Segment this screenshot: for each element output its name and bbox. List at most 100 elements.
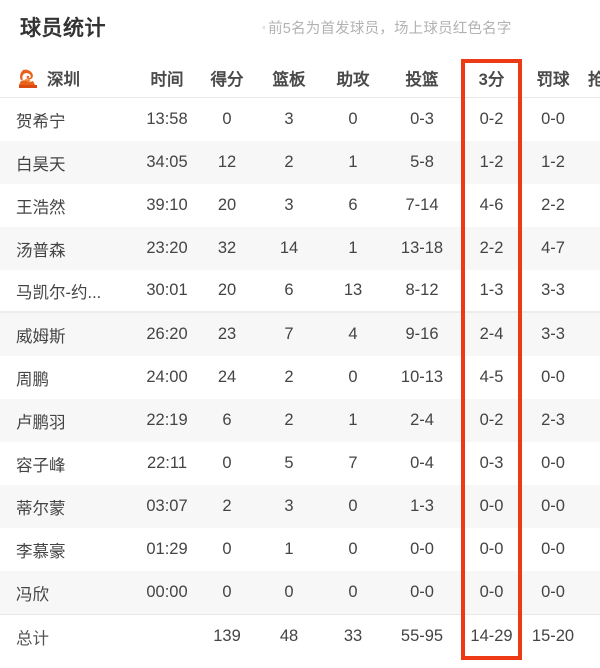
cell-min: 22:19 xyxy=(146,411,188,429)
cell-pts: 0 xyxy=(222,583,232,601)
cell-min: 34:05 xyxy=(146,153,188,171)
cell-ft: 0-0 xyxy=(541,368,565,386)
bullet-icon: ◦ xyxy=(262,22,267,34)
cell-name: 贺希宁 xyxy=(16,112,66,131)
table-row[interactable]: 威姆斯 26:20 23 7 4 9-16 2-4 3-3 xyxy=(0,313,600,356)
cell-ast: 0 xyxy=(348,368,358,386)
table-header-fg[interactable]: 投篮 xyxy=(405,70,439,89)
table-row[interactable]: 马凯尔-约... 30:01 20 6 13 8-12 1-3 3-3 xyxy=(0,270,600,313)
total-cell-fg: 55-95 xyxy=(400,627,444,645)
cell-reb: 3 xyxy=(284,196,294,214)
cell-name: 威姆斯 xyxy=(16,327,66,346)
total-cell-ast: 33 xyxy=(343,627,363,645)
total-cell-name: 总计 xyxy=(16,629,49,648)
cell-min: 23:20 xyxy=(146,239,188,257)
cell-pts: 20 xyxy=(217,281,237,299)
cell-reb: 5 xyxy=(284,454,294,472)
cell-ft: 1-2 xyxy=(541,153,565,171)
table-header-ast[interactable]: 助攻 xyxy=(336,70,370,89)
cell-reb: 6 xyxy=(284,281,294,299)
cell-name: 容子峰 xyxy=(16,456,66,475)
cell-ast: 1 xyxy=(348,411,358,429)
cell-fg: 5-8 xyxy=(410,153,434,171)
table-row[interactable]: 白昊天 34:05 12 2 1 5-8 1-2 1-2 xyxy=(0,141,600,184)
cell-tp: 0-3 xyxy=(479,454,504,472)
cell-stl xyxy=(588,141,600,184)
cell-tp: 2-4 xyxy=(479,325,504,343)
cell-ast: 0 xyxy=(348,540,358,558)
total-cell-tp: 14-29 xyxy=(470,627,513,645)
table-header-min[interactable]: 时间 xyxy=(150,70,184,89)
cell-ast: 1 xyxy=(348,239,358,257)
cell-min: 03:07 xyxy=(146,497,188,515)
table-header-tp[interactable]: 3分 xyxy=(478,70,505,89)
cell-ast: 13 xyxy=(343,281,363,299)
cell-fg: 10-13 xyxy=(400,368,444,386)
cell-stl xyxy=(588,528,600,571)
cell-fg: 1-3 xyxy=(410,497,434,515)
cell-tp: 0-0 xyxy=(479,540,504,558)
total-cell-min xyxy=(132,615,202,658)
cell-stl xyxy=(588,270,600,311)
page-title: 球员统计 xyxy=(20,17,106,40)
cell-ft: 4-7 xyxy=(541,239,565,257)
cell-fg: 8-12 xyxy=(405,281,439,299)
cell-ast: 6 xyxy=(348,196,358,214)
total-cell-stl xyxy=(588,615,600,658)
page-header: 球员统计 ◦ 前5名为首发球员，场上球员红色名字 xyxy=(0,0,600,58)
table-row[interactable]: 汤普森 23:20 32 14 1 13-18 2-2 4-7 xyxy=(0,227,600,270)
cell-reb: 0 xyxy=(284,583,294,601)
cell-fg: 13-18 xyxy=(400,239,444,257)
cell-min: 00:00 xyxy=(146,583,188,601)
cell-fg: 7-14 xyxy=(405,196,439,214)
table-header-stl[interactable]: 抢 xyxy=(588,70,600,89)
cell-stl xyxy=(588,571,600,614)
cell-ast: 7 xyxy=(348,454,358,472)
table-header-ft[interactable]: 罚球 xyxy=(536,70,570,89)
starters-note: ◦ 前5名为首发球员，场上球员红色名字 xyxy=(262,17,512,38)
table-header-team[interactable]: 深圳 xyxy=(16,58,138,97)
table-row[interactable]: 贺希宁 13:58 0 3 0 0-3 0-2 0-0 xyxy=(0,98,600,141)
cell-pts: 2 xyxy=(222,497,232,515)
total-cell-pts: 139 xyxy=(213,627,241,645)
table-row[interactable]: 卢鹏羽 22:19 6 2 1 2-4 0-2 2-3 xyxy=(0,399,600,442)
cell-name: 马凯尔-约... xyxy=(16,283,102,302)
cell-ft: 0-0 xyxy=(541,110,565,128)
table-header-reb[interactable]: 篮板 xyxy=(272,70,306,89)
cell-tp: 2-2 xyxy=(479,239,504,257)
cell-reb: 14 xyxy=(279,239,299,257)
table-row[interactable]: 冯欣 00:00 0 0 0 0-0 0-0 0-0 xyxy=(0,571,600,614)
cell-pts: 6 xyxy=(222,411,232,429)
table-row[interactable]: 李慕豪 01:29 0 1 0 0-0 0-0 0-0 xyxy=(0,528,600,571)
cell-pts: 24 xyxy=(217,368,237,386)
table-row[interactable]: 容子峰 22:11 0 5 7 0-4 0-3 0-0 xyxy=(0,442,600,485)
cell-ft: 0-0 xyxy=(541,497,565,515)
cell-ft: 0-0 xyxy=(541,540,565,558)
cell-tp: 0-0 xyxy=(479,497,504,515)
cell-name: 周鹏 xyxy=(16,370,49,389)
cell-pts: 0 xyxy=(222,540,232,558)
table-total-row: 总计 139 48 33 55-95 14-29 15-20 xyxy=(0,614,600,658)
cell-pts: 23 xyxy=(217,325,237,343)
cell-tp: 0-2 xyxy=(479,411,504,429)
team-emblem-icon xyxy=(16,66,40,90)
cell-stl xyxy=(588,356,600,399)
cell-fg: 0-0 xyxy=(410,540,434,558)
table-row[interactable]: 王浩然 39:10 20 3 6 7-14 4-6 2-2 xyxy=(0,184,600,227)
cell-reb: 2 xyxy=(284,411,294,429)
cell-stl xyxy=(588,485,600,528)
table-row[interactable]: 蒂尔蒙 03:07 2 3 0 1-3 0-0 0-0 xyxy=(0,485,600,528)
table-header-pts[interactable]: 得分 xyxy=(210,70,244,89)
cell-stl xyxy=(588,313,600,356)
cell-fg: 9-16 xyxy=(405,325,439,343)
cell-pts: 32 xyxy=(217,239,237,257)
cell-min: 26:20 xyxy=(146,325,188,343)
cell-reb: 3 xyxy=(284,110,294,128)
cell-reb: 7 xyxy=(284,325,294,343)
cell-ast: 4 xyxy=(348,325,358,343)
table-row[interactable]: 周鹏 24:00 24 2 0 10-13 4-5 0-0 xyxy=(0,356,600,399)
cell-min: 13:58 xyxy=(146,110,188,128)
total-cell-ft: 15-20 xyxy=(531,627,575,645)
cell-ft: 2-2 xyxy=(541,196,565,214)
cell-ft: 3-3 xyxy=(541,325,565,343)
